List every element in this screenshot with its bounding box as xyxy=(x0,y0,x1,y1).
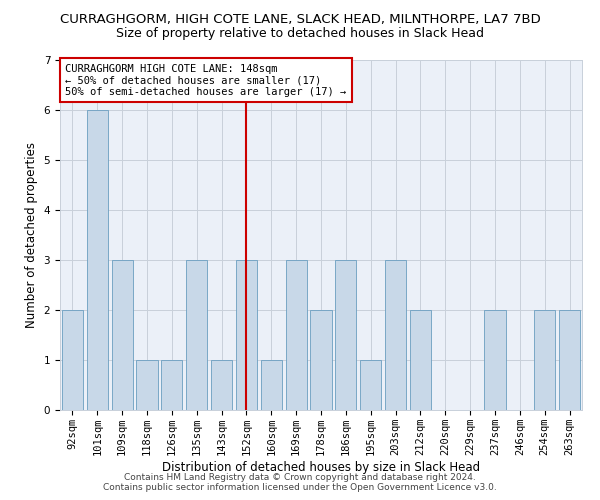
Bar xyxy=(310,310,332,410)
Bar xyxy=(62,310,83,410)
Bar xyxy=(136,360,158,410)
Text: CURRAGHGORM, HIGH COTE LANE, SLACK HEAD, MILNTHORPE, LA7 7BD: CURRAGHGORM, HIGH COTE LANE, SLACK HEAD,… xyxy=(59,12,541,26)
Bar xyxy=(161,360,182,410)
Text: Size of property relative to detached houses in Slack Head: Size of property relative to detached ho… xyxy=(116,28,484,40)
Bar xyxy=(559,310,580,410)
X-axis label: Distribution of detached houses by size in Slack Head: Distribution of detached houses by size … xyxy=(162,460,480,473)
Bar xyxy=(385,260,406,410)
Bar xyxy=(335,260,356,410)
Bar xyxy=(261,360,282,410)
Bar xyxy=(186,260,207,410)
Bar xyxy=(112,260,133,410)
Bar xyxy=(360,360,381,410)
Y-axis label: Number of detached properties: Number of detached properties xyxy=(25,142,38,328)
Bar xyxy=(534,310,555,410)
Bar xyxy=(286,260,307,410)
Bar xyxy=(484,310,506,410)
Bar xyxy=(236,260,257,410)
Bar xyxy=(87,110,108,410)
Bar xyxy=(410,310,431,410)
Text: Contains HM Land Registry data © Crown copyright and database right 2024.
Contai: Contains HM Land Registry data © Crown c… xyxy=(103,473,497,492)
Text: CURRAGHGORM HIGH COTE LANE: 148sqm
← 50% of detached houses are smaller (17)
50%: CURRAGHGORM HIGH COTE LANE: 148sqm ← 50%… xyxy=(65,64,346,96)
Bar xyxy=(211,360,232,410)
